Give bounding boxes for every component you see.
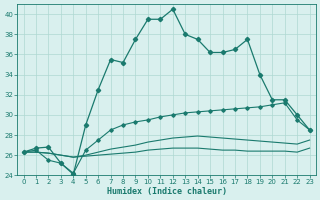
X-axis label: Humidex (Indice chaleur): Humidex (Indice chaleur) <box>107 187 227 196</box>
